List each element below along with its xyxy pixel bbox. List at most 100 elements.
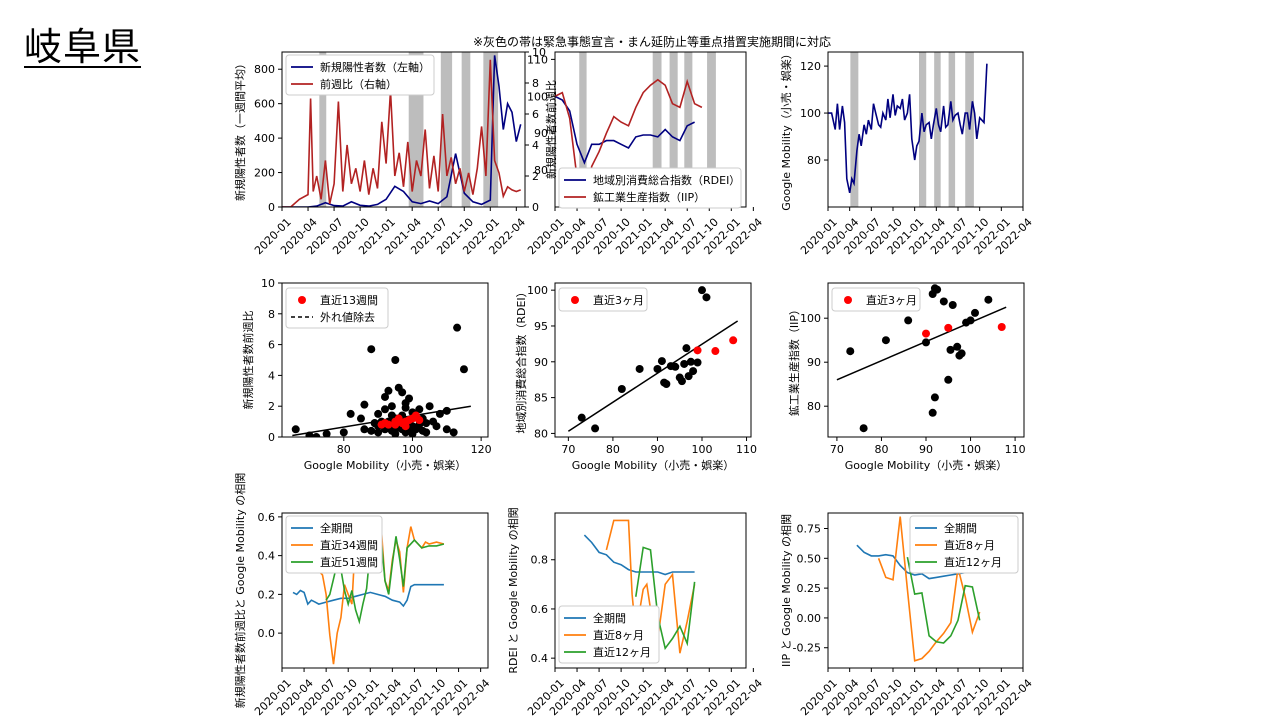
x-tick-label: 100: [402, 443, 423, 456]
scatter-point: [346, 409, 355, 418]
scatter-point: [657, 357, 666, 366]
legend-box: [831, 287, 921, 312]
legend-label: 地域別消費総合指数（RDEI）: [593, 173, 740, 187]
scatter-point: [693, 346, 702, 355]
y-tick-label: 0.2: [258, 588, 276, 601]
y-tick-label-right: 0: [532, 201, 539, 214]
legend-box: [285, 515, 383, 574]
scatter-point: [322, 429, 331, 437]
y-tick-label: 90: [534, 356, 548, 369]
scatter-point: [948, 301, 957, 309]
scatter-point: [312, 433, 321, 437]
axes-frame: [827, 51, 1024, 208]
y-tick-label: 80: [807, 400, 821, 413]
series-line: [282, 55, 522, 207]
scatter-point: [930, 393, 939, 402]
shaded-period: [579, 52, 587, 207]
y-tick-label: 120: [800, 60, 821, 73]
y-axis-label: 新規陽性者数（一週間平均）: [233, 58, 247, 201]
scatter-point: [391, 356, 400, 364]
x-tick-label: 80: [606, 443, 620, 456]
scatter-point: [381, 405, 389, 414]
axes-frame: [554, 282, 752, 438]
scatter-point: [442, 406, 451, 415]
scatter-point: [946, 345, 955, 354]
fit-line: [567, 320, 739, 432]
y-axis-label: 新規陽性者数前週比と Google Mobility の相関: [233, 473, 247, 708]
x-tick-label: 90: [919, 443, 933, 456]
scatter-point: [415, 405, 424, 414]
y-tick-label: 0.6: [531, 603, 549, 616]
scatter-point: [939, 297, 948, 306]
series-line: [635, 546, 696, 651]
scatter-point: [305, 431, 314, 437]
scatter-point: [384, 386, 393, 395]
scatter-point: [997, 323, 1006, 331]
scatter-point: [702, 293, 711, 302]
shaded-period: [850, 52, 859, 207]
scatter-point: [425, 402, 434, 411]
legend-label: 直近34週間: [320, 538, 378, 552]
scatter-point: [635, 364, 644, 373]
y-tick-label: 100: [800, 107, 821, 120]
scatter-point: [339, 428, 348, 437]
scatter-point: [291, 425, 300, 434]
scatter-point: [922, 329, 930, 338]
series-line: [828, 63, 988, 194]
scatter-point: [360, 425, 369, 434]
scatter-point: [693, 358, 702, 367]
plot-area: [836, 284, 1007, 433]
y-tick-label: 80: [807, 154, 821, 167]
y-tick-label: 90: [807, 356, 821, 369]
scatter-point: [689, 367, 698, 376]
chart-panel-p6: [824, 282, 1025, 441]
x-tick-label: 100: [692, 443, 713, 456]
axes-frame: [827, 512, 1024, 669]
scatter-point: [370, 419, 379, 428]
series-line: [605, 519, 696, 654]
axes-frame: [281, 512, 489, 669]
axes-frame: [281, 51, 526, 208]
y-axis-label: Google Mobility（小売・娯楽）: [779, 48, 793, 210]
series-line: [555, 95, 695, 165]
plot-area: [856, 516, 981, 662]
y-tick-label: 100: [527, 284, 548, 297]
scatter-point: [682, 344, 691, 353]
scatter-point: [381, 392, 389, 401]
scatter-point: [881, 336, 890, 345]
y-tick-label: 0.75: [797, 523, 822, 536]
chart-panel-p7: [278, 512, 489, 672]
legend-box: [558, 605, 660, 664]
shaded-period: [684, 52, 693, 207]
scatter-point: [953, 342, 962, 351]
series-line: [292, 583, 444, 608]
legend-label: 直近13週間: [320, 293, 378, 307]
y-tick-label-right: 10: [532, 46, 546, 59]
scatter-point: [944, 375, 953, 384]
scatter-point: [653, 364, 662, 373]
legend-marker: [298, 296, 306, 304]
scatter-point: [453, 323, 462, 332]
y-axis-label: RDEI と Google Mobility の相関: [507, 507, 520, 673]
legend-box: [558, 167, 742, 209]
y-tick-label: 0.4: [531, 652, 549, 665]
y-axis-label: IIP と Google Mobility の相関: [780, 514, 793, 667]
legend-label: 外れ値除去: [320, 310, 375, 324]
legend-label: 前週比（右軸）: [320, 77, 397, 91]
series-line: [282, 59, 521, 207]
scatter-point: [677, 377, 686, 386]
scatter-point: [971, 308, 979, 317]
y-tick-label: 200: [254, 167, 275, 180]
x-tick-label: 110: [736, 443, 757, 456]
scatter-point: [930, 284, 939, 293]
y-tick-label: -0.25: [793, 642, 821, 655]
y-tick-label: 80: [534, 427, 548, 440]
scatter-point: [922, 338, 930, 347]
y-tick-label: 0.0: [258, 627, 276, 640]
scatter-point: [459, 365, 468, 374]
scatter-point: [391, 420, 400, 429]
scatter-point: [577, 413, 586, 422]
series-line: [856, 544, 973, 580]
axes-frame: [281, 282, 489, 438]
legend-label: 直近3ヶ月: [866, 293, 917, 307]
